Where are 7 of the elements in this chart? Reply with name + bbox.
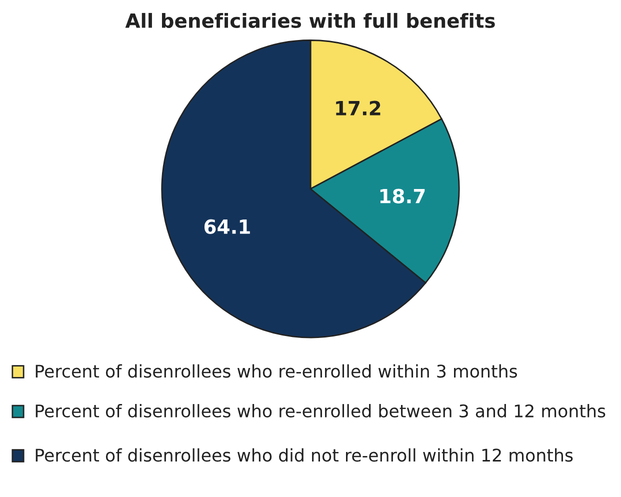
legend-label: Percent of disenrollees who re-enrolled within 3 months xyxy=(36,364,517,378)
data-label: 18.7 xyxy=(380,188,425,204)
legend-label: Percent of disenrollees who did not re-enroll within 12 months xyxy=(36,448,573,462)
chart-title: All beneficiaries with full benefits xyxy=(125,12,495,28)
data-label: 17.2 xyxy=(336,100,380,116)
legend-label: Percent of disenrollees who re-enrolled between 3 and 12 months xyxy=(36,404,606,418)
data-label: 64.1 xyxy=(204,219,250,234)
